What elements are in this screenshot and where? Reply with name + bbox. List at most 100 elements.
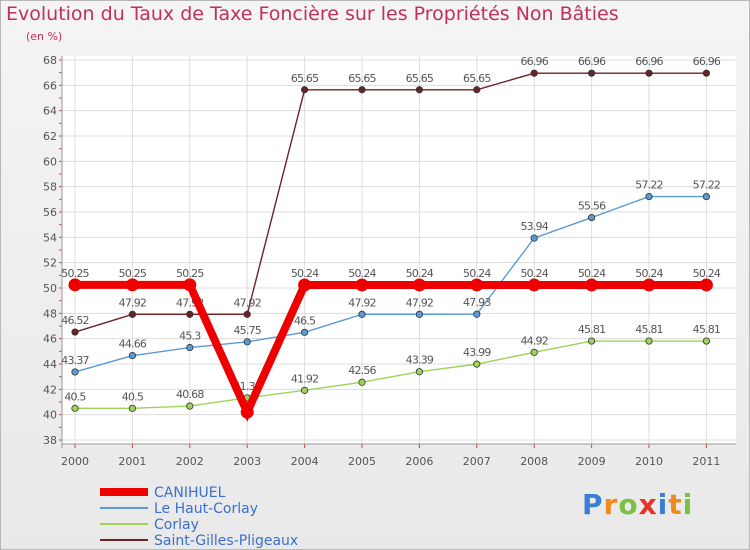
data-label: 50.24 [520, 267, 548, 280]
logo-letter: i [682, 488, 694, 521]
data-point [358, 378, 366, 386]
data-point [699, 278, 713, 292]
data-label: 50.24 [463, 267, 491, 280]
data-point [298, 278, 312, 292]
y-tick-label: 66 [43, 79, 57, 92]
data-label: 44.92 [520, 334, 548, 347]
data-point [243, 338, 251, 346]
x-tick-label: 2001 [118, 455, 146, 468]
data-point [412, 278, 426, 292]
data-point [702, 192, 711, 201]
series-canihuel: 50.25 50.25 50.25 50.24 50.24 50.24 50.24 50.24… [61, 267, 722, 422]
data-label: 46.5 [294, 314, 316, 327]
data-label: 42.56 [348, 364, 376, 377]
data-label: 47.92 [406, 296, 434, 309]
data-point [645, 69, 653, 77]
data-point [358, 310, 366, 318]
data-point [587, 69, 596, 77]
legend-label: CANIHUEL [154, 485, 226, 501]
logo-letter: r [603, 488, 619, 521]
y-tick-label: 60 [43, 155, 57, 168]
data-point [587, 213, 596, 222]
data-point [470, 278, 484, 292]
y-tick-label: 48 [43, 307, 57, 320]
x-tick-label: 2007 [463, 455, 491, 468]
data-label: 45.81 [578, 323, 606, 336]
data-label: 65.65 [348, 72, 376, 85]
data-point [415, 368, 423, 376]
data-label: 44.66 [119, 338, 147, 351]
data-point [702, 69, 711, 77]
y-tick-label: 40 [43, 409, 57, 422]
x-tick-label: 2009 [578, 455, 606, 468]
logo-letter: t [668, 488, 683, 521]
logo-letter: P [582, 488, 604, 521]
data-label: 50.25 [176, 267, 204, 280]
data-label: 50.24 [578, 267, 606, 280]
y-tick-label: 54 [43, 231, 57, 244]
data-label: 66.96 [693, 55, 721, 68]
data-point [473, 360, 481, 368]
chart-title: Evolution du Taux de Taxe Foncière sur l… [6, 3, 619, 25]
data-label: 50.24 [406, 267, 434, 280]
data-point [183, 278, 197, 292]
data-point [243, 310, 251, 318]
series-line [74, 72, 707, 333]
legend-label: Le Haut-Corlay [154, 501, 258, 517]
data-label: 41.92 [291, 372, 319, 385]
series-line [74, 195, 707, 373]
logo-letter: x [638, 488, 658, 521]
data-label: 50.24 [348, 267, 376, 280]
data-point [240, 405, 254, 419]
data-point [300, 328, 309, 336]
data-point [645, 337, 653, 345]
data-point [585, 278, 599, 292]
data-label: 57.22 [635, 179, 663, 192]
data-label: 40.5 [64, 390, 86, 403]
data-point [300, 386, 309, 394]
data-label: 47.93 [463, 296, 491, 309]
data-point [473, 310, 481, 318]
data-label: 66.96 [520, 55, 548, 68]
data-label: 50.24 [291, 267, 319, 280]
data-point [415, 310, 423, 318]
data-point [702, 337, 711, 345]
data-label: 43.37 [61, 354, 89, 367]
data-label: 66.96 [635, 55, 663, 68]
y-tick-label: 58 [43, 181, 57, 194]
y-tick-label: 56 [43, 206, 57, 219]
data-label: 43.39 [406, 354, 434, 367]
x-tick-label: 2006 [405, 455, 433, 468]
x-tick-label: 2011 [692, 455, 720, 468]
data-label: 40.5 [122, 390, 144, 403]
y-tick-label: 42 [43, 383, 57, 396]
data-point [68, 278, 82, 292]
data-point [587, 337, 596, 345]
y-tick-label: 52 [43, 257, 57, 270]
proxiti-logo: Proxiti [582, 488, 693, 521]
data-point [71, 328, 79, 336]
data-point [186, 402, 194, 410]
series-le-haut-corlay: 43.37 44.66 45.3 45.75 46.5 47.92 47.92 47.93 53… [61, 179, 721, 376]
y-tick-label: 44 [43, 358, 57, 371]
data-point [186, 310, 194, 318]
data-label: 47.92 [233, 296, 261, 309]
data-point [358, 86, 366, 94]
data-point [415, 86, 423, 94]
data-label: 45.81 [693, 323, 721, 336]
x-tick-label: 2004 [291, 455, 319, 468]
data-point [71, 368, 79, 376]
x-tick-label: 2002 [176, 455, 204, 468]
data-label: 55.56 [578, 200, 606, 213]
data-point [530, 234, 538, 242]
y-tick-label: 64 [43, 105, 57, 118]
data-label: 50.25 [119, 267, 147, 280]
data-label: 40.68 [176, 388, 204, 401]
logo-letter: o [618, 488, 639, 521]
data-label: 47.92 [119, 296, 147, 309]
x-tick-label: 2010 [635, 455, 663, 468]
x-tick-label: 2000 [61, 455, 89, 468]
y-tick-label: 50 [43, 282, 57, 295]
data-point [128, 404, 136, 412]
